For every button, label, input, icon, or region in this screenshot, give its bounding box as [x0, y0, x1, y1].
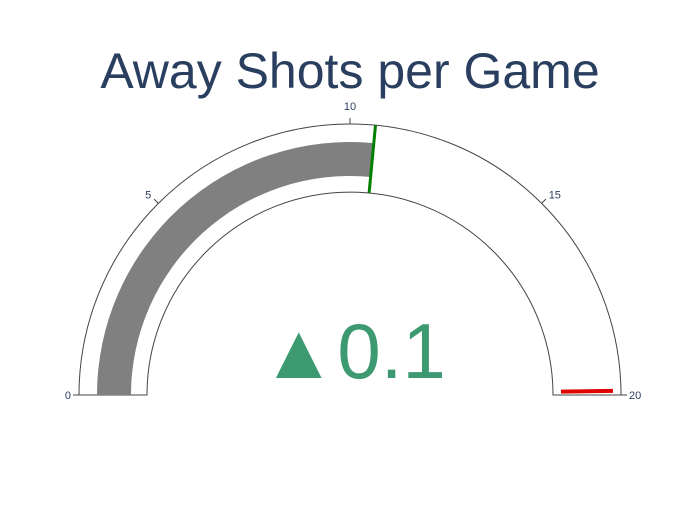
tick-label: 10	[344, 101, 356, 113]
tick-label: 20	[629, 390, 641, 402]
reference-line	[367, 125, 377, 194]
chart-title: Away Shots per Game	[100, 43, 599, 99]
gauge-value-bar	[97, 142, 374, 395]
tick-label: 15	[549, 189, 561, 201]
tick-mark	[153, 198, 159, 204]
delta-indicator: ▲0.1	[260, 307, 446, 395]
tick-label: 0	[65, 390, 71, 402]
delta-value: ▲0.1	[260, 307, 446, 395]
threshold-line	[560, 388, 613, 394]
gauge-layer: 0 5 10 15 20	[65, 101, 641, 402]
tick-label: 5	[145, 189, 151, 201]
tick-mark	[541, 198, 547, 204]
